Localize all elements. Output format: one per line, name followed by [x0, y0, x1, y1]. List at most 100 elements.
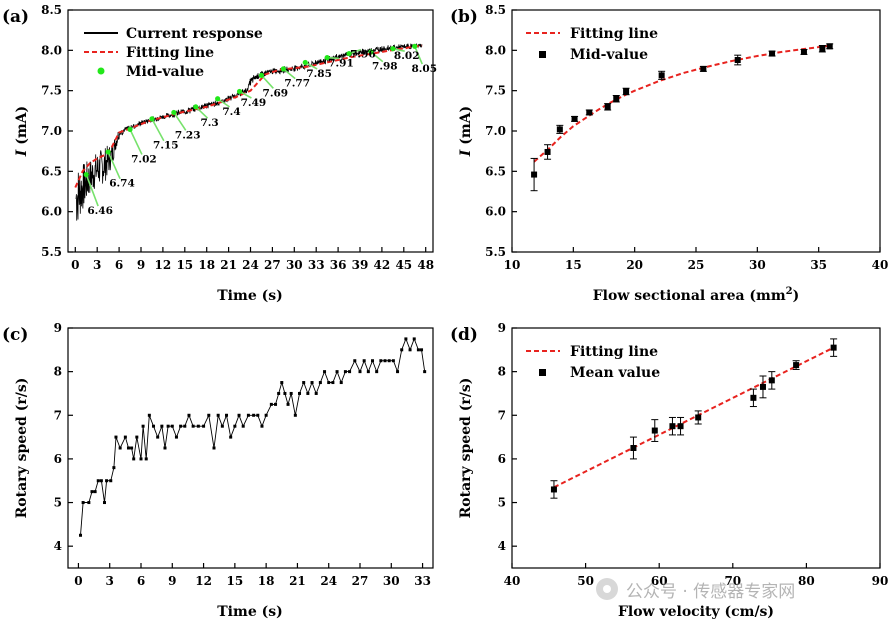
x-tick-label: 18 [198, 258, 215, 272]
rotary-speed-point [339, 381, 343, 385]
rotary-speed-point [144, 457, 148, 461]
rotary-speed-point [114, 435, 118, 439]
data-point [669, 423, 676, 430]
rotary-speed-point [220, 424, 224, 428]
rotary-speed-point [103, 501, 106, 505]
rotary-speed-point [163, 446, 167, 450]
data-point [531, 171, 538, 178]
panel-b-label: (b) [450, 7, 478, 27]
x-tick-label: 18 [258, 574, 275, 588]
x-tick-label: 21 [289, 574, 306, 588]
annotation-label: 7.23 [175, 129, 201, 141]
annotation-label: 7.91 [328, 57, 354, 69]
rotary-speed-point [289, 391, 293, 395]
rotary-speed-point [387, 359, 391, 363]
rotary-speed-point [123, 435, 127, 439]
mid-value-point [215, 96, 221, 102]
rotary-speed-point [99, 479, 103, 483]
x-tick-label: 35 [810, 258, 827, 272]
annotation-label: 7.3 [200, 117, 218, 129]
data-point [830, 344, 837, 351]
rotary-speed-point [383, 359, 387, 363]
x-tick-label: 40 [504, 574, 521, 588]
mid-value-point [390, 46, 396, 52]
rotary-speed-point [196, 424, 200, 428]
data-point [768, 377, 775, 384]
x-tick-label: 12 [155, 258, 172, 272]
rotary-speed-point [225, 413, 229, 417]
data-point [550, 486, 557, 493]
rotary-speed-point [141, 424, 145, 428]
plot-d-data [550, 338, 838, 499]
panel-d: (d) 40 50 60 70 80 90 4 5 6 7 8 9 Flow velocity (cm… [450, 321, 888, 620]
y-tick-label: 6.0 [485, 205, 506, 219]
legend-mean-value-marker [539, 369, 546, 376]
data-point [826, 43, 833, 50]
data-point [630, 445, 637, 451]
y-tick-label: 8.5 [485, 3, 506, 17]
rotary-speed-point [130, 446, 134, 450]
data-point [586, 109, 593, 116]
x-tick-label: 42 [374, 258, 391, 272]
rotary-speed-point [318, 381, 322, 385]
rotary-speed-point [310, 381, 314, 385]
rotary-speed-point [191, 424, 195, 428]
data-point [571, 115, 578, 122]
rotary-speed-point [81, 501, 85, 505]
y-tick-label: 7.0 [485, 124, 506, 138]
rotary-speed-point [152, 424, 156, 428]
x-tick-label: 27 [352, 574, 369, 588]
mid-value-point [105, 149, 111, 155]
x-tick-label: 6 [115, 258, 123, 272]
y-tick-label: 7 [54, 408, 62, 422]
x-tick-label: 0 [71, 258, 79, 272]
rotary-speed-point [216, 413, 220, 417]
annotation-label: 7.96 [350, 49, 376, 61]
rotary-speed-point [147, 413, 151, 417]
annotation-label: 7.98 [372, 61, 398, 73]
rotary-speed-point [118, 446, 122, 450]
annotation-label: 8.05 [411, 63, 437, 75]
rotary-speed-point [96, 479, 100, 483]
rotary-speed-point [277, 391, 281, 395]
x-tick-label: 12 [195, 574, 212, 588]
x-tick-label: 80 [798, 574, 815, 588]
legend-mid-value: Mid-value [126, 64, 204, 80]
rotary-speed-point [343, 370, 347, 374]
rotary-speed-point [391, 359, 395, 363]
rotary-speed-point [362, 359, 366, 363]
legend-fitting-line: Fitting line [126, 45, 214, 61]
x-tick-label: 45 [395, 258, 412, 272]
rotary-speed-point [105, 479, 109, 483]
rotary-speed-point [87, 501, 91, 505]
rotary-speed-point [335, 370, 339, 374]
rotary-speed-point [170, 424, 174, 428]
plot-b-data [530, 43, 834, 192]
mid-value-point [302, 59, 308, 66]
data-point [695, 414, 702, 421]
x-tick-label: 3 [106, 574, 114, 588]
rotary-speed-point [314, 391, 318, 395]
mid-value-point [346, 50, 352, 57]
annotation-label: 7.77 [284, 78, 310, 90]
rotary-speed-point [79, 533, 83, 537]
data-point [700, 65, 707, 72]
annotation-label: 6.74 [109, 178, 135, 190]
x-tick-label: 9 [137, 258, 145, 272]
mid-value-point [127, 126, 133, 132]
legend-mean-value: Mean value [570, 365, 660, 381]
rotary-speed-point [423, 370, 427, 374]
rotary-speed-point [229, 435, 233, 439]
x-tick-label: 30 [383, 574, 400, 588]
data-point [800, 48, 807, 55]
leader-line [85, 174, 99, 207]
annotation-label: 7.69 [263, 87, 289, 99]
plot-c-ticks: 0 3 6 9 12 15 18 21 24 27 30 33 4 5 6 7 8 9 [54, 321, 431, 588]
rotary-speed-point [237, 413, 241, 417]
rotary-speed-point [404, 337, 408, 341]
rotary-speed-point [286, 402, 290, 406]
fitting-line [553, 346, 835, 489]
x-tick-label: 33 [308, 258, 325, 272]
mid-value-point [368, 49, 374, 55]
